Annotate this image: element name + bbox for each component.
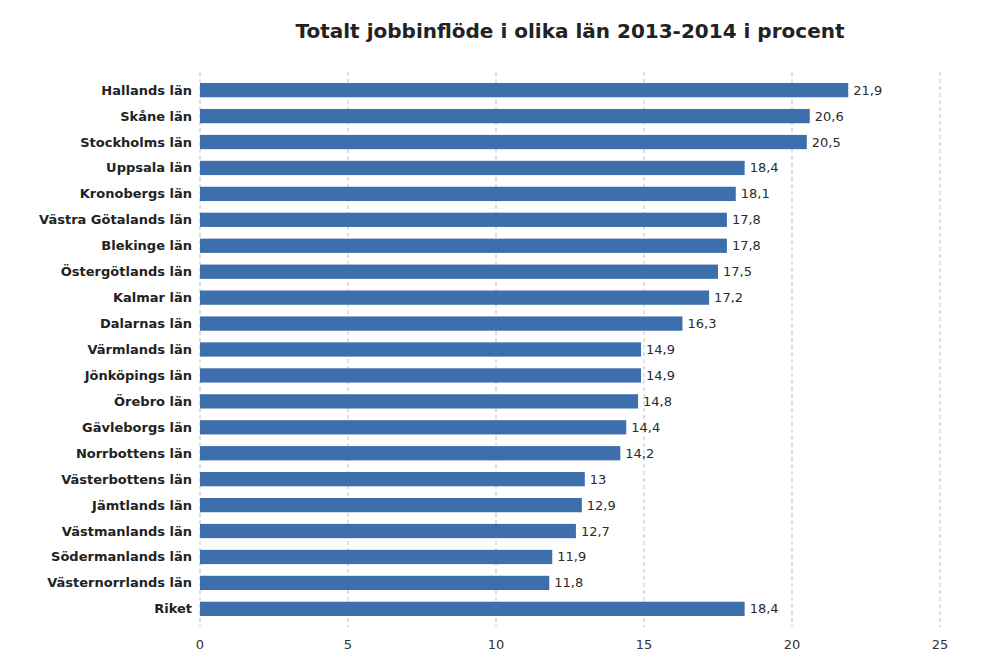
bar [200, 602, 745, 616]
bar [200, 576, 549, 590]
value-label: 13 [590, 472, 607, 487]
value-label: 14,9 [646, 368, 675, 383]
bar [200, 498, 582, 512]
x-tick-label: 0 [196, 637, 204, 652]
category-label: Norrbottens län [76, 446, 192, 461]
bar [200, 187, 736, 201]
chart-container: Totalt jobbinflöde i olika län 2013-2014… [0, 0, 998, 671]
bar [200, 265, 718, 279]
value-label: 16,3 [687, 316, 716, 331]
chart: Totalt jobbinflöde i olika län 2013-2014… [0, 0, 998, 671]
bar [200, 394, 638, 408]
category-label: Jönköpings län [84, 368, 192, 383]
bar [200, 83, 848, 97]
category-label: Gävleborgs län [82, 420, 192, 435]
value-label: 21,9 [853, 83, 882, 98]
bar [200, 550, 552, 564]
category-label: Skåne län [120, 109, 192, 124]
category-label: Riket [154, 601, 192, 616]
x-tick-label: 25 [932, 637, 949, 652]
value-label: 17,2 [714, 290, 743, 305]
x-tick-label: 10 [488, 637, 505, 652]
grid-line [644, 72, 645, 627]
category-label: Stockholms län [80, 135, 192, 150]
value-label: 14,2 [625, 446, 654, 461]
category-label: Kalmar län [113, 290, 192, 305]
category-label: Värmlands län [87, 342, 192, 357]
value-label: 17,5 [723, 264, 752, 279]
value-label: 20,6 [815, 109, 844, 124]
bar [200, 472, 585, 486]
bar [200, 213, 727, 227]
value-label: 11,9 [557, 549, 586, 564]
value-label: 17,8 [732, 212, 761, 227]
bar [200, 161, 745, 175]
category-label: Hallands län [101, 83, 192, 98]
category-label: Södermanlands län [51, 549, 192, 564]
bar [200, 342, 641, 356]
bar [200, 290, 709, 304]
category-label: Uppsala län [106, 160, 192, 175]
value-label: 17,8 [732, 238, 761, 253]
grid [200, 72, 940, 627]
x-tick-label: 5 [344, 637, 352, 652]
bars [200, 83, 848, 616]
value-label: 18,4 [750, 601, 779, 616]
grid-line [792, 72, 793, 627]
bar [200, 109, 810, 123]
value-label: 14,4 [631, 420, 660, 435]
grid-line [940, 72, 941, 627]
value-label: 18,1 [741, 186, 770, 201]
value-label: 20,5 [812, 135, 841, 150]
value-label: 11,8 [554, 575, 583, 590]
category-label: Västernorrlands län [47, 575, 192, 590]
bar [200, 446, 620, 460]
category-label: Blekinge län [101, 238, 192, 253]
value-label: 14,9 [646, 342, 675, 357]
title: Totalt jobbinflöde i olika län 2013-2014… [295, 19, 844, 43]
category-label: Jämtlands län [91, 498, 192, 513]
category-label: Västmanlands län [62, 524, 192, 539]
bar [200, 368, 641, 382]
value-label: 12,7 [581, 524, 610, 539]
bar [200, 135, 807, 149]
value-label: 14,8 [643, 394, 672, 409]
category-label: Dalarnas län [100, 316, 192, 331]
x-tick-label: 15 [636, 637, 653, 652]
labels: 18,4 Riket 11,8 Västernorrlands län 11,9 Söde… [39, 83, 882, 617]
bar [200, 239, 727, 253]
category-label: Västerbottens län [61, 472, 192, 487]
value-label: 12,9 [587, 498, 616, 513]
bar [200, 524, 576, 538]
category-label: Örebro län [114, 394, 192, 409]
category-label: Västra Götalands län [39, 212, 192, 227]
x-tick-label: 20 [784, 637, 801, 652]
bar [200, 316, 682, 330]
category-label: Kronobergs län [80, 186, 192, 201]
category-label: Östergötlands län [61, 264, 192, 279]
value-label: 18,4 [750, 160, 779, 175]
bar [200, 420, 626, 434]
